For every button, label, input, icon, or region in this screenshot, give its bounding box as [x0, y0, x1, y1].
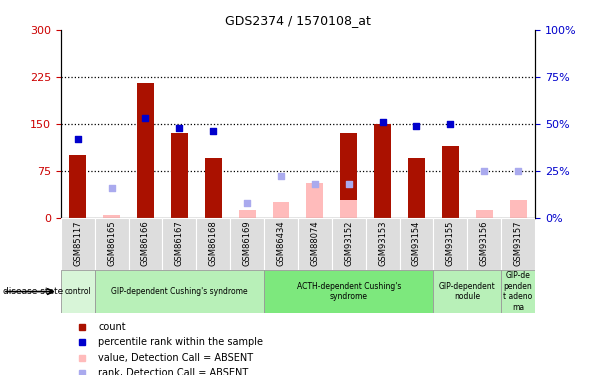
Point — [209, 128, 218, 134]
Point — [107, 184, 117, 190]
Bar — [238, 210, 255, 218]
Point — [73, 136, 83, 142]
Bar — [61, 217, 95, 270]
Text: GIP-dependent Cushing's syndrome: GIP-dependent Cushing's syndrome — [111, 287, 247, 296]
Text: GSM86434: GSM86434 — [277, 220, 286, 266]
Point — [140, 115, 150, 121]
Bar — [399, 217, 434, 270]
Text: GSM85117: GSM85117 — [73, 220, 82, 266]
Bar — [95, 270, 264, 313]
Bar — [171, 133, 188, 218]
Text: GSM93156: GSM93156 — [480, 220, 489, 266]
Point — [174, 124, 184, 130]
Bar — [365, 217, 399, 270]
Text: GSM93153: GSM93153 — [378, 220, 387, 266]
Text: ACTH-dependent Cushing's
syndrome: ACTH-dependent Cushing's syndrome — [297, 282, 401, 301]
Bar — [137, 83, 154, 218]
Bar — [442, 146, 459, 218]
Text: percentile rank within the sample: percentile rank within the sample — [98, 338, 263, 347]
Text: GIP-de
penden
t adeno
ma: GIP-de penden t adeno ma — [503, 272, 533, 312]
Bar — [196, 217, 230, 270]
Point — [513, 168, 523, 174]
Point — [446, 121, 455, 127]
Text: GSM88074: GSM88074 — [310, 220, 319, 266]
Bar — [298, 217, 332, 270]
Bar — [501, 217, 535, 270]
Bar — [264, 217, 298, 270]
Bar — [230, 217, 264, 270]
Text: GSM93152: GSM93152 — [344, 220, 353, 266]
Bar — [501, 270, 535, 313]
Text: GSM86166: GSM86166 — [141, 220, 150, 266]
Bar — [162, 217, 196, 270]
Bar — [95, 217, 128, 270]
Text: GIP-dependent
nodule: GIP-dependent nodule — [439, 282, 496, 301]
Text: GSM86168: GSM86168 — [209, 220, 218, 266]
Point — [276, 173, 286, 179]
Bar — [434, 270, 501, 313]
Bar — [332, 217, 365, 270]
Point — [378, 119, 387, 125]
Bar — [475, 210, 492, 218]
Bar — [340, 133, 357, 218]
Bar — [340, 200, 357, 217]
Bar — [434, 217, 468, 270]
Bar — [408, 158, 425, 218]
Point — [242, 200, 252, 206]
Text: GSM86167: GSM86167 — [175, 220, 184, 266]
Bar — [306, 183, 323, 218]
Bar — [510, 200, 527, 217]
Text: count: count — [98, 322, 126, 332]
Text: GSM93157: GSM93157 — [514, 220, 523, 266]
Text: GSM86165: GSM86165 — [107, 220, 116, 266]
Text: control: control — [64, 287, 91, 296]
Bar — [103, 215, 120, 217]
Text: GSM86169: GSM86169 — [243, 220, 252, 266]
Text: rank, Detection Call = ABSENT: rank, Detection Call = ABSENT — [98, 368, 249, 375]
Point — [344, 181, 354, 187]
Bar — [128, 217, 162, 270]
Text: disease state: disease state — [3, 287, 63, 296]
Bar — [272, 202, 289, 217]
Point — [479, 168, 489, 174]
Bar — [205, 158, 222, 218]
Text: value, Detection Call = ABSENT: value, Detection Call = ABSENT — [98, 352, 254, 363]
Text: GSM93155: GSM93155 — [446, 220, 455, 266]
Bar — [69, 155, 86, 218]
Point — [412, 123, 421, 129]
Point — [310, 181, 320, 187]
Bar — [264, 270, 434, 313]
Title: GDS2374 / 1570108_at: GDS2374 / 1570108_at — [225, 15, 371, 27]
Bar — [468, 217, 501, 270]
Bar — [61, 270, 95, 313]
Text: GSM93154: GSM93154 — [412, 220, 421, 266]
Bar — [374, 124, 391, 218]
